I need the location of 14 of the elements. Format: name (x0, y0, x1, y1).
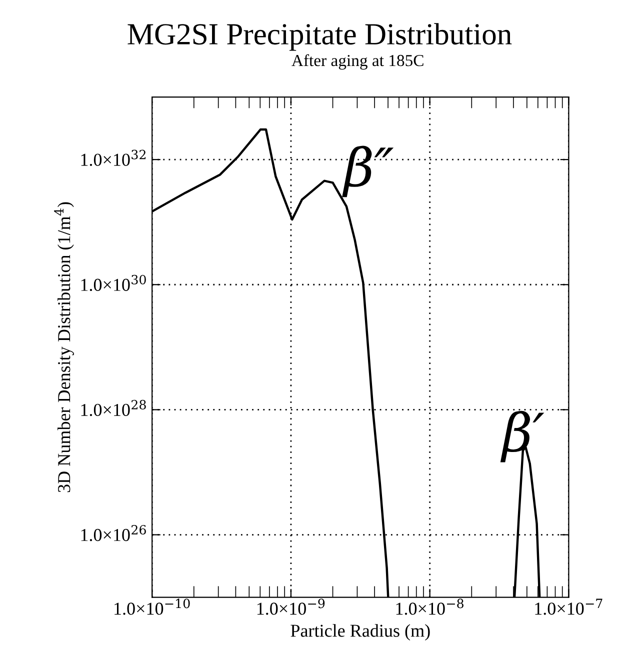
chart-subtitle: After aging at 185C (292, 54, 424, 70)
y-tick-label: 1.0×10$^{28}$ (81, 400, 146, 416)
y-tick-label: 1.0×10$^{26}$ (81, 524, 146, 542)
y-tick-label: 1.0×10$^{32}$ (81, 150, 146, 166)
x-tick-label: 1.0×10$^{−10}$ (114, 598, 190, 615)
x-tick-label: 1.0×10$^{−9}$ (257, 598, 325, 615)
x-tick-label: 1.0×10$^{−7}$ (535, 598, 602, 615)
x-tick-label: 1.0×10$^{−8}$ (396, 598, 464, 615)
x-axis-title: Particle Radius (m) (290, 624, 430, 641)
annotation: β″ (342, 146, 394, 198)
annotation: β′ (500, 410, 544, 462)
chart-title: MG2SI Precipitate Distribution (128, 23, 512, 51)
y-tick-label: 1.0×10$^{30}$ (81, 274, 146, 292)
y-axis-title: 3D Number Density Distribution (1/m$^{4}$) (54, 202, 74, 492)
